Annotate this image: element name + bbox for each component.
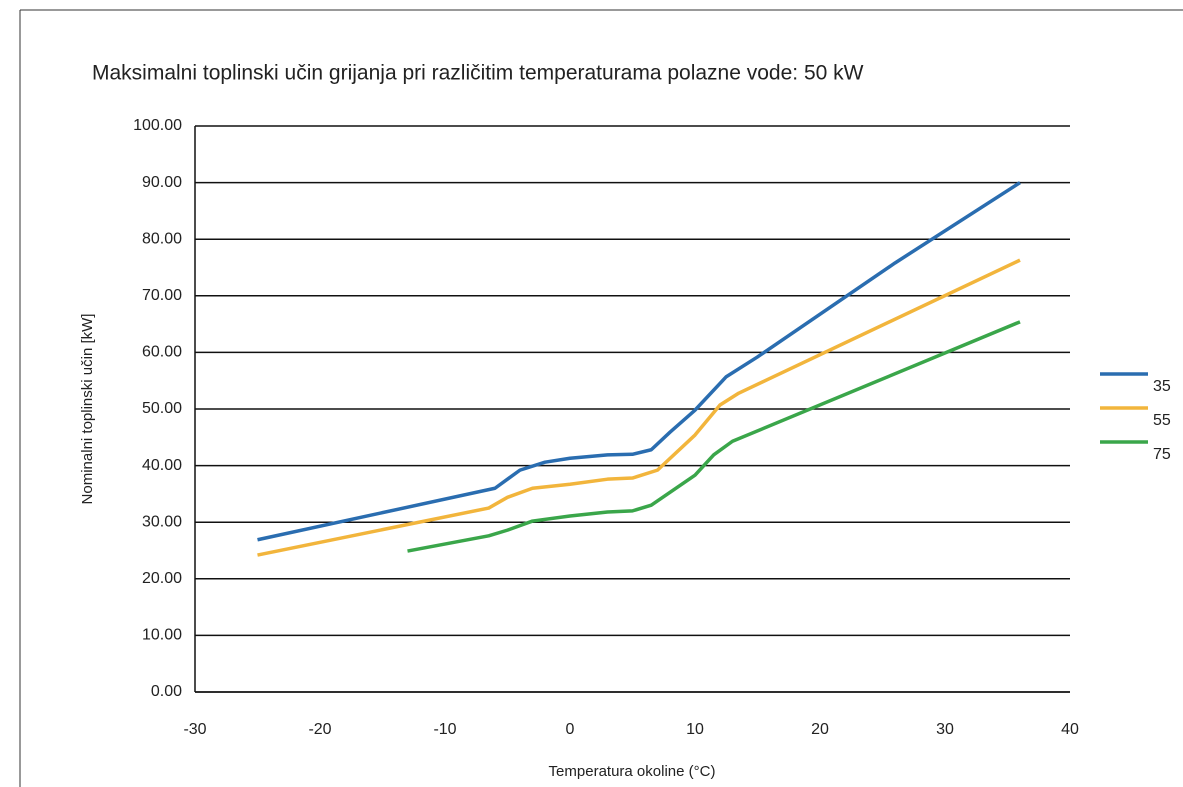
series-line xyxy=(407,320,1021,553)
x-tick-label: -20 xyxy=(308,721,331,738)
y-tick-label: 40.00 xyxy=(142,457,182,474)
legend-label: 55 xyxy=(1153,412,1171,429)
y-tick-label: 60.00 xyxy=(142,344,182,361)
x-tick-label: 0 xyxy=(566,721,575,738)
y-tick-label: 10.00 xyxy=(142,627,182,644)
series-line xyxy=(257,258,1021,557)
y-tick-label: 0.00 xyxy=(151,683,182,700)
legend-label: 35 xyxy=(1153,378,1171,395)
x-tick-label: 40 xyxy=(1061,721,1079,738)
x-axis-label: Temperatura okoline (°C) xyxy=(549,763,716,780)
x-tick-label: -30 xyxy=(183,721,206,738)
series-line xyxy=(257,181,1021,542)
y-tick-label: 20.00 xyxy=(142,570,182,587)
y-tick-label: 70.00 xyxy=(142,287,182,304)
y-tick-label: 50.00 xyxy=(142,400,182,417)
x-tick-label: 20 xyxy=(811,721,829,738)
x-tick-label: -10 xyxy=(433,721,456,738)
y-tick-label: 80.00 xyxy=(142,230,182,247)
x-tick-label: 30 xyxy=(936,721,954,738)
chart-title: Maksimalni toplinski učin grijanja pri r… xyxy=(92,62,864,85)
y-tick-label: 90.00 xyxy=(142,174,182,191)
y-tick-label: 30.00 xyxy=(142,513,182,530)
y-tick-label: 100.00 xyxy=(133,117,182,134)
y-axis-label: Nominalni toplinski učin [kW] xyxy=(79,314,96,505)
legend-label: 75 xyxy=(1153,446,1171,463)
x-tick-label: 10 xyxy=(686,721,704,738)
